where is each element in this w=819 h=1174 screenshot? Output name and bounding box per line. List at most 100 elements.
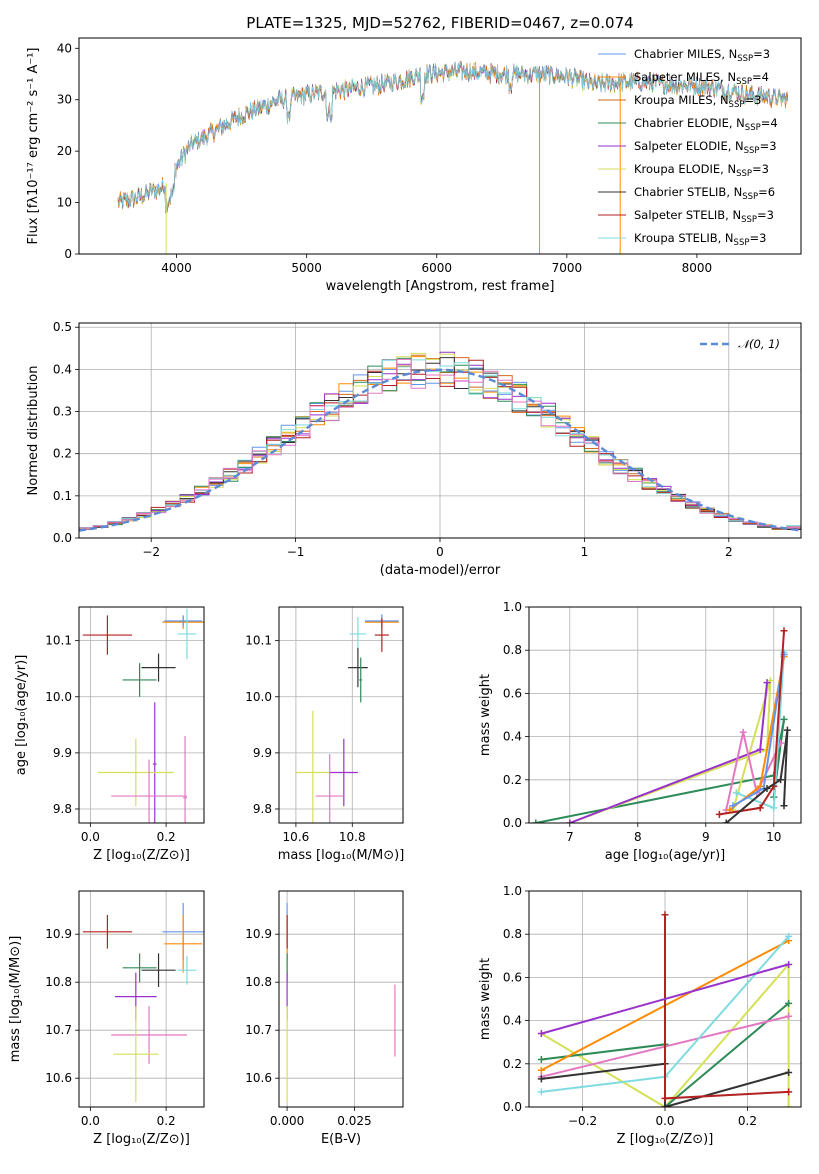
y-tick-label: 0.8 bbox=[503, 927, 522, 941]
errorbar-point bbox=[348, 647, 368, 688]
y-tick-label: 0.0 bbox=[503, 816, 522, 830]
errorbar-point bbox=[113, 1006, 159, 1103]
weight-point-marker bbox=[763, 784, 771, 792]
weight-point-marker bbox=[661, 1103, 669, 1107]
weight-point-marker bbox=[785, 932, 793, 940]
x-axis-label: mass [log₁₀(M/M⊙)] bbox=[278, 848, 405, 863]
weight-point-marker bbox=[763, 679, 771, 687]
weight-point-marker bbox=[729, 802, 737, 810]
x-axis-label: age [log₁₀(age/yr)] bbox=[605, 848, 726, 863]
errorbar-point bbox=[82, 915, 133, 949]
y-tick-label: 0.4 bbox=[503, 1014, 522, 1028]
y-tick-label: 10 bbox=[57, 196, 72, 210]
y-tick-label: 10.1 bbox=[245, 634, 272, 648]
x-axis-label: (data-model)/error bbox=[380, 563, 501, 578]
mass-vs-extinction-panel: 0.000 0.025 10.6 10.7 10.8 10.9 E(B-V) bbox=[245, 890, 404, 1147]
plot-frame bbox=[528, 606, 802, 824]
errorbar-point bbox=[164, 915, 203, 973]
errorbar-point bbox=[152, 702, 157, 823]
spectrum-series-line bbox=[117, 61, 788, 212]
y-tick-label: 9.8 bbox=[53, 802, 72, 816]
weight-point-marker bbox=[566, 819, 574, 823]
weight-series-line bbox=[725, 732, 782, 811]
normal-reference-curve bbox=[79, 368, 801, 532]
plot-frame bbox=[528, 890, 802, 1108]
errorbar-point bbox=[183, 736, 187, 823]
plot-frame bbox=[78, 322, 802, 539]
errorbar-point bbox=[349, 617, 367, 651]
y-tick-label: 0.8 bbox=[503, 643, 522, 657]
y-tick-label: 10.0 bbox=[45, 690, 72, 704]
mass-vs-metallicity-panel: 0.0 0.2 10.6 10.7 10.8 10.9 Z [log₁₀(Z/Z⊙)] mas… bbox=[8, 890, 205, 1147]
errorbar-point bbox=[329, 738, 358, 807]
errorbar-point bbox=[141, 953, 176, 987]
y-tick-label: 10.8 bbox=[245, 975, 272, 989]
y-tick-label: 10.6 bbox=[45, 1071, 72, 1085]
errorbar-point bbox=[141, 653, 176, 682]
x-tick-label: 0.000 bbox=[270, 1114, 304, 1128]
y-tick-label: 0 bbox=[64, 247, 72, 261]
y-tick-label: 10.7 bbox=[245, 1023, 272, 1037]
residuals-panel: −2 −1 0 1 2 0.0 0.1 0.2 0.3 0.4 0.5 (data-model)/er… bbox=[26, 320, 802, 578]
errorbars bbox=[82, 608, 204, 823]
x-axis-label: Z [log₁₀(Z/Z⊙)] bbox=[617, 1132, 714, 1147]
x-axis-label: Z [log₁₀(Z/Z⊙)] bbox=[93, 1132, 190, 1147]
x-tick-label: −2 bbox=[142, 545, 160, 559]
histograms bbox=[79, 351, 801, 532]
weight-point-marker bbox=[785, 1103, 793, 1107]
y-tick-label: 10.9 bbox=[45, 927, 72, 941]
y-tick-label: 9.9 bbox=[253, 746, 272, 760]
errorbar-point bbox=[82, 615, 133, 655]
y-axis-label: Flux [fλ10⁻¹⁷ erg cm⁻² s⁻¹ A⁻¹] bbox=[26, 48, 41, 245]
weight-point-marker bbox=[715, 810, 723, 818]
errorbar-point bbox=[315, 753, 344, 823]
spectrum-title: PLATE=1325, MJD=52762, FIBERID=0467, z=0… bbox=[246, 14, 633, 32]
spectrum-lines bbox=[117, 60, 788, 254]
x-tick-label: 0.2 bbox=[157, 830, 176, 844]
y-tick-label: 10.6 bbox=[245, 1071, 272, 1085]
weight-series-line bbox=[569, 680, 772, 823]
y-tick-label: 1.0 bbox=[503, 600, 522, 614]
y-tick-label: 1.0 bbox=[503, 884, 522, 898]
weight-point-marker bbox=[661, 911, 669, 919]
weight-series-line bbox=[541, 963, 789, 1035]
weight-point-marker bbox=[739, 728, 747, 736]
x-tick-label: 0.0 bbox=[655, 1114, 674, 1128]
weight-point-marker bbox=[780, 715, 788, 723]
y-tick-label: 9.9 bbox=[53, 746, 72, 760]
weight-point-marker bbox=[661, 1094, 669, 1102]
y-axis-label: mass weight bbox=[478, 674, 493, 756]
weight-point-marker bbox=[777, 776, 785, 784]
legend-label: Chabrier ELODIE, NSSP=4 bbox=[634, 116, 778, 133]
weight-point-marker bbox=[785, 1088, 793, 1096]
x-tick-label: −0.2 bbox=[568, 1114, 597, 1128]
weight-lines bbox=[537, 911, 793, 1107]
y-tick-label: 20 bbox=[57, 144, 72, 158]
legend-label: Chabrier MILES, NSSP=3 bbox=[634, 47, 770, 64]
errorbar-point bbox=[122, 663, 157, 697]
plot-frame bbox=[278, 606, 404, 824]
x-axis-label: wavelength [Angstrom, rest frame] bbox=[326, 279, 555, 294]
x-tick-label: 0.2 bbox=[157, 1114, 176, 1128]
y-axis-label: mass weight bbox=[478, 958, 493, 1040]
x-tick-label: 2 bbox=[725, 545, 733, 559]
y-tick-label: 30 bbox=[57, 93, 72, 107]
x-tick-label: 4000 bbox=[161, 261, 192, 275]
weight-point-marker bbox=[785, 999, 793, 1007]
weight-point-marker bbox=[537, 1055, 545, 1063]
y-tick-label: 0.1 bbox=[53, 489, 72, 503]
y-tick-label: 10.0 bbox=[245, 690, 272, 704]
y-tick-label: 0.2 bbox=[53, 447, 72, 461]
weight-point-marker bbox=[780, 802, 788, 810]
weight-point-marker bbox=[770, 804, 778, 812]
x-tick-label: 0 bbox=[436, 545, 444, 559]
x-axis-label: E(B-V) bbox=[321, 1132, 361, 1147]
weight-vs-age-panel: 7 8 9 10 0.0 0.2 0.4 0.6 0.8 1.0 age [log₁₀(age/yr… bbox=[478, 600, 802, 863]
weight-point-marker bbox=[785, 960, 793, 968]
plot-frame bbox=[78, 890, 205, 1108]
x-tick-label: 8 bbox=[634, 830, 642, 844]
y-tick-label: 0.2 bbox=[503, 773, 522, 787]
errorbars bbox=[82, 903, 204, 1103]
errorbar-point bbox=[295, 710, 330, 823]
